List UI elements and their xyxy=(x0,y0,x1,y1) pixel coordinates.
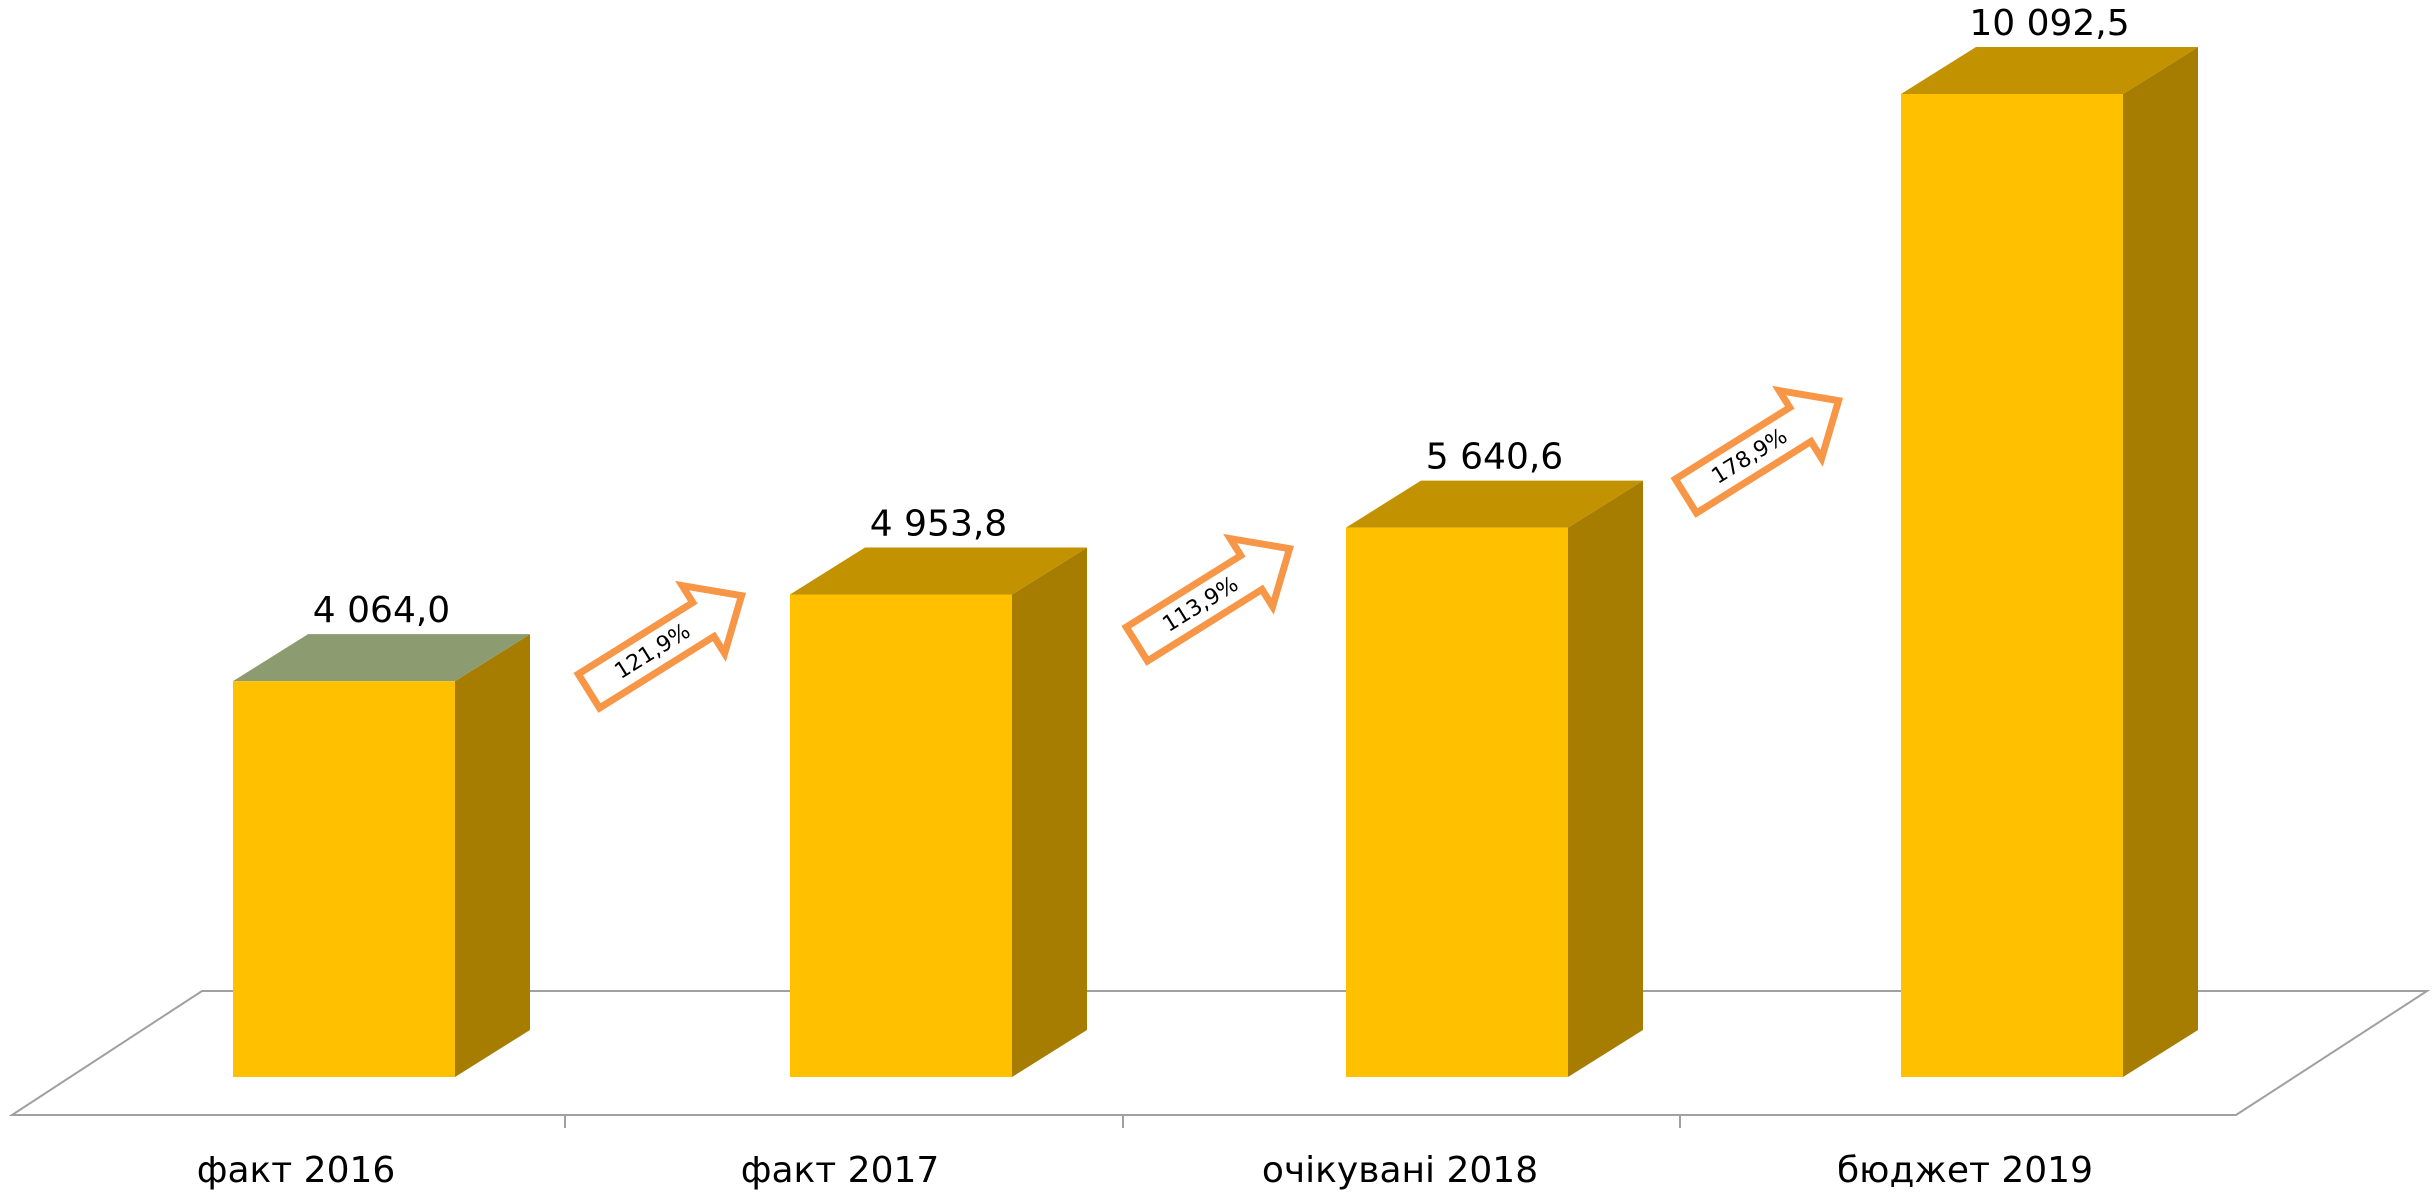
bar xyxy=(233,634,530,1077)
bar-side xyxy=(455,634,530,1077)
bar-front xyxy=(1901,94,2123,1077)
arrow-shape xyxy=(1121,533,1295,666)
value-label: 5 640,6 xyxy=(1426,437,1563,478)
floor xyxy=(8,990,2431,1116)
x-tick-label: факт 2016 xyxy=(197,1150,396,1191)
value-label: 4 953,8 xyxy=(870,504,1007,545)
bar-top xyxy=(790,547,1087,595)
arrow-shape xyxy=(1670,385,1844,518)
bar-front xyxy=(790,594,1012,1077)
bar-top xyxy=(233,634,530,682)
growth-arrow: 178,9% xyxy=(1670,385,1844,518)
bar-top xyxy=(1901,47,2198,94)
x-tick-label: факт 2017 xyxy=(741,1150,940,1191)
bar xyxy=(1901,47,2198,1077)
growth-arrow: 121,9% xyxy=(573,580,747,713)
bar-side xyxy=(1568,480,1643,1078)
bar-side xyxy=(1012,547,1087,1077)
x-tick-label: очікувані 2018 xyxy=(1262,1150,1538,1191)
growth-arrow: 113,9% xyxy=(1121,533,1295,666)
value-label: 10 092,5 xyxy=(1969,3,2129,44)
bar xyxy=(790,547,1087,1077)
bar-front xyxy=(233,681,455,1077)
x-tick-label: бюджет 2019 xyxy=(1837,1150,2093,1191)
bar xyxy=(1346,480,1643,1078)
arrow-shape xyxy=(573,580,747,713)
bar-side xyxy=(2123,47,2198,1077)
bar-top xyxy=(1346,480,1643,528)
bar-front xyxy=(1346,527,1568,1077)
value-label: 4 064,0 xyxy=(313,590,450,631)
